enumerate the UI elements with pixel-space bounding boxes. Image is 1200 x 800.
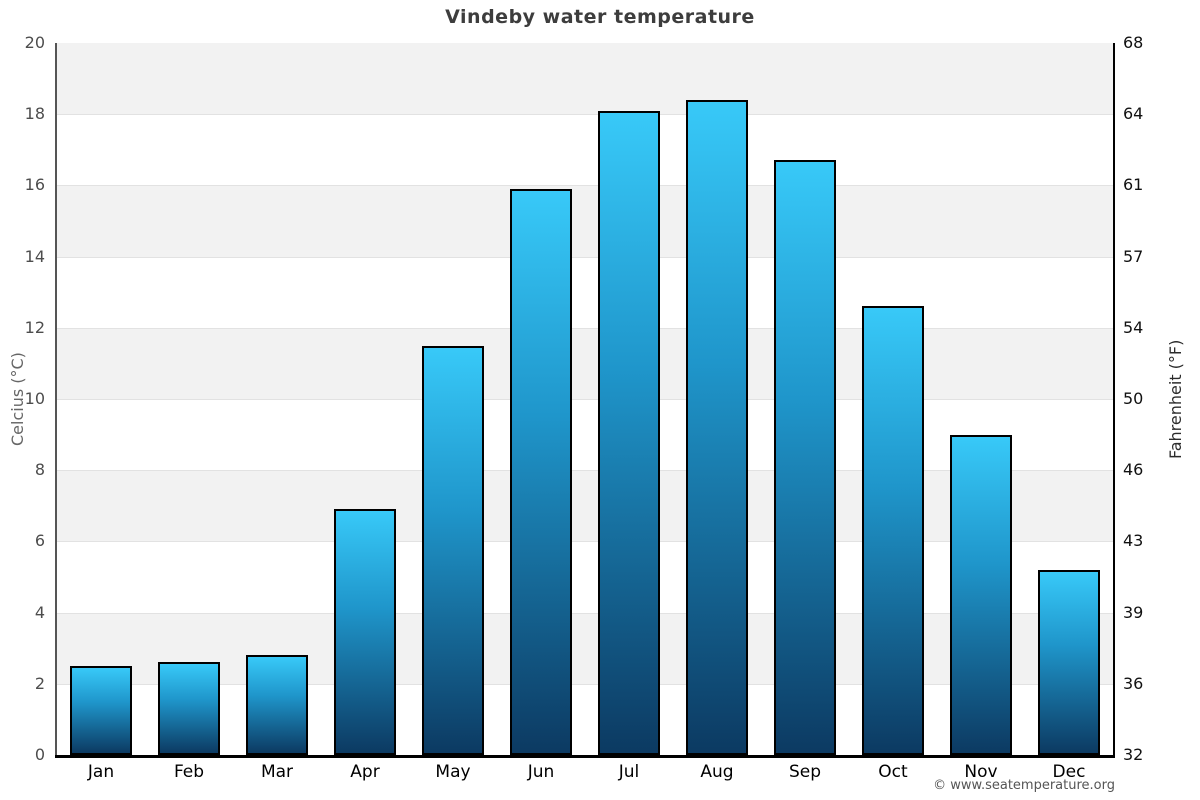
grid-band [57, 470, 1113, 542]
x-axis-line [55, 755, 1115, 758]
y-axis-tick-right: 50 [1123, 389, 1144, 408]
grid-line [57, 399, 1113, 400]
grid-band [57, 185, 1113, 257]
y-axis-tick-right: 32 [1123, 745, 1144, 764]
temperature-bar [510, 188, 572, 755]
grid-line [57, 327, 1113, 329]
month-label: Apr [350, 762, 380, 782]
y-axis-tick-right: 61 [1123, 175, 1144, 195]
y-axis-tick-left: 20 [24, 33, 45, 52]
y-axis-tick-left: 0 [34, 745, 45, 764]
temperature-bar [422, 345, 484, 755]
temperature-bar [950, 434, 1012, 755]
grid-line [57, 185, 1113, 187]
month-label: May [435, 762, 471, 782]
grid-line [57, 470, 1113, 472]
temperature-bar [598, 110, 660, 755]
temperature-bar [246, 655, 308, 755]
y-axis-tick-right: 43 [1123, 531, 1144, 551]
y-axis-tick-left: 8 [34, 460, 45, 480]
copyright-text: © www.seatemperature.org [933, 778, 1115, 793]
grid-line [57, 541, 1113, 543]
month-label: Jul [618, 762, 640, 782]
y-axis-tick-left: 10 [24, 389, 45, 408]
grid-band [57, 256, 1113, 328]
grid-line [57, 612, 1113, 614]
grid-band [57, 399, 1113, 471]
grid-band [57, 327, 1113, 399]
grid-band [57, 683, 1113, 755]
y-axis-tick-left: 2 [34, 673, 45, 693]
grid-band [57, 541, 1113, 613]
temperature-bar [1038, 569, 1100, 755]
grid-band [57, 43, 1113, 115]
temperature-bar [70, 666, 132, 755]
y-axis-tick-left: 16 [24, 175, 45, 195]
month-label: Oct [878, 762, 908, 782]
plot-area [57, 43, 1113, 755]
month-label: Aug [700, 762, 734, 782]
y-axis-tick-right: 64 [1123, 104, 1144, 124]
month-label: Sep [788, 762, 822, 782]
month-label: Feb [173, 762, 205, 782]
y-axis-tick-right: 39 [1123, 602, 1144, 622]
month-label: Mar [260, 762, 294, 782]
month-label: Dec [1052, 762, 1086, 782]
temperature-bar [862, 306, 924, 755]
grid-line [57, 683, 1113, 685]
grid-line [57, 114, 1113, 116]
y-axis-tick-right: 68 [1123, 33, 1144, 52]
temperature-bar [334, 509, 396, 755]
temperature-bar [686, 99, 748, 755]
y-axis-line-right [1113, 43, 1115, 755]
y-axis-tick-right: 36 [1123, 673, 1144, 693]
y-axis-tick-left: 14 [24, 246, 45, 266]
chart-title: Vindeby water temperature [445, 6, 755, 28]
y-axis-tick-right: 57 [1123, 246, 1144, 266]
y-axis-tick-left: 6 [34, 531, 45, 551]
month-label: Nov [964, 762, 998, 782]
y-axis-tick-left: 18 [24, 104, 45, 124]
grid-band [57, 114, 1113, 186]
y-axis-tick-right: 46 [1123, 460, 1144, 480]
temperature-bar [774, 160, 836, 755]
temperature-bar [158, 662, 220, 755]
y-axis-tick-right: 54 [1123, 317, 1144, 337]
y-axis-tick-left: 12 [24, 317, 45, 337]
month-label: Jan [87, 762, 115, 782]
y-axis-line-left [55, 43, 57, 755]
y-axis-tick-left: 4 [34, 602, 45, 622]
grid-line [57, 256, 1113, 258]
month-label: Jun [527, 762, 555, 782]
grid-band [57, 612, 1113, 684]
